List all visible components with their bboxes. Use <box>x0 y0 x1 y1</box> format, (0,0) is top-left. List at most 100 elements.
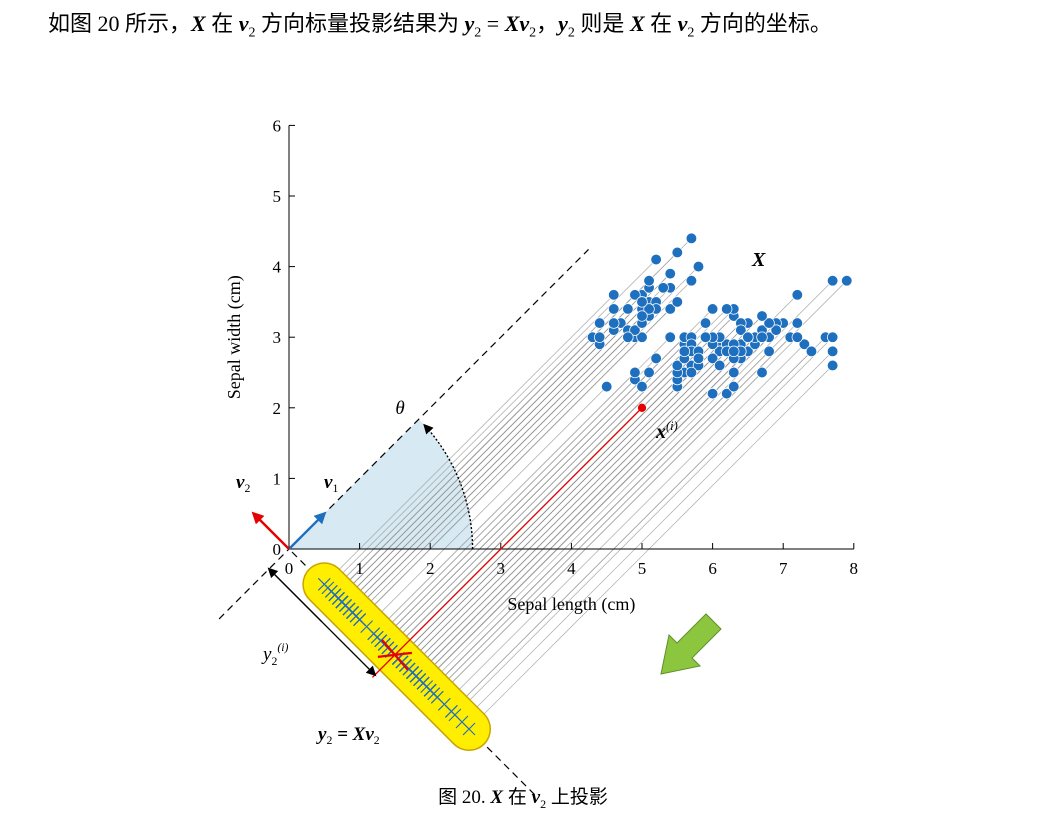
projected-point-mark <box>416 676 430 690</box>
caption-prefix: 图 20. <box>438 787 491 808</box>
data-matrix-label: X <box>751 249 766 271</box>
x-tick-label: 3 <box>497 559 506 578</box>
x-tick-label: 6 <box>708 559 717 578</box>
caption-symbol-v: v <box>531 787 541 808</box>
data-point <box>636 296 648 308</box>
projection-line <box>468 365 833 730</box>
data-point <box>728 345 740 357</box>
intro-subscript: 2 <box>529 25 537 41</box>
y-tick-label: 0 <box>273 540 282 559</box>
v1-label: v1 <box>324 472 338 495</box>
y-tick-label: 4 <box>273 258 282 277</box>
data-point <box>608 317 620 329</box>
x-tick-label: 0 <box>285 559 294 578</box>
theta-label: θ <box>395 398 404 419</box>
intro-text: 方向标量投影结果为 <box>255 11 465 36</box>
axes-layer: 0 1 2 3 4 5 6 7 8 0 1 2 3 4 5 6 Sepal length (cm) Sepal w… <box>224 116 858 615</box>
projection-line <box>415 322 770 677</box>
data-point <box>728 366 740 379</box>
caption-subscript: 2 <box>540 796 547 811</box>
data-point <box>593 317 606 329</box>
data-point <box>763 317 775 329</box>
projection-line <box>373 372 636 634</box>
data-point <box>664 268 676 280</box>
data-point <box>791 317 803 329</box>
data-point <box>657 282 669 294</box>
intro-text: 在 <box>644 11 678 36</box>
data-point <box>791 331 803 343</box>
intro-text: 如图 20 所示， <box>48 11 192 36</box>
data-point <box>636 310 648 322</box>
intro-text: 在 <box>205 11 239 36</box>
data-point <box>756 310 768 322</box>
intro-text: 则是 <box>574 11 630 36</box>
projection-line <box>348 315 643 610</box>
data-point <box>685 366 698 379</box>
data-point <box>608 289 620 301</box>
projection-line <box>422 372 735 684</box>
projection-line <box>454 336 833 716</box>
caption-text: 在 <box>503 787 532 808</box>
x-tick-label: 4 <box>567 559 576 578</box>
theta-arc <box>423 423 474 550</box>
data-point <box>650 253 662 266</box>
data-point <box>728 380 740 393</box>
angle-sector <box>289 419 473 549</box>
projection-line <box>366 386 607 627</box>
intro-symbol-Xv: Xv <box>504 11 530 36</box>
data-point <box>664 331 676 343</box>
data-point <box>629 289 641 301</box>
data-point <box>721 303 733 315</box>
projected-point-mark <box>367 627 381 641</box>
projection-line <box>419 336 763 680</box>
projection-line <box>412 336 749 673</box>
data-point <box>756 331 768 343</box>
x-tick-label: 2 <box>426 559 435 578</box>
y-tick-label: 1 <box>273 469 282 488</box>
data-point <box>678 345 691 357</box>
projection-line <box>433 280 847 694</box>
data-point <box>714 359 726 372</box>
intro-subscript: 2 <box>567 25 575 41</box>
y2-equation-label: y2 = Xv2 <box>316 724 380 747</box>
intro-subscript: 2 <box>248 25 256 41</box>
data-point <box>601 380 613 393</box>
data-point <box>629 324 641 336</box>
data-point <box>770 324 782 336</box>
data-point <box>636 380 648 393</box>
data-point <box>622 331 634 343</box>
x-tick-label: 8 <box>850 559 859 578</box>
scatter-points-layer <box>586 232 853 413</box>
data-point <box>650 352 662 365</box>
data-point <box>706 303 719 315</box>
y-tick-label: 6 <box>273 116 282 135</box>
intro-symbol-X: X <box>629 11 645 36</box>
projection-line <box>401 322 742 663</box>
projection-line <box>461 351 833 723</box>
projected-point-mark <box>448 708 462 722</box>
intro-sentence: 如图 20 所示，X 在 v2 方向标量投影结果为 y2 = Xv2，y2 则是… <box>48 6 832 41</box>
data-point <box>826 359 839 372</box>
projection-line <box>444 344 805 705</box>
data-point <box>643 275 655 287</box>
y2i-label: y2(i) <box>261 641 289 668</box>
data-point <box>593 331 606 343</box>
data-point <box>791 289 803 301</box>
projection-line <box>398 358 699 659</box>
highlight-point-label: x(i) <box>655 419 678 443</box>
intro-symbol-v2: v <box>677 11 688 36</box>
projection-line <box>405 329 742 666</box>
projection-line <box>408 315 763 670</box>
intro-equals: = <box>481 11 505 36</box>
y-tick-label: 5 <box>273 187 282 206</box>
data-point <box>826 275 839 287</box>
projection-line <box>352 336 629 613</box>
green-direction-arrow-icon <box>660 613 722 675</box>
figure-caption: 图 20. X 在 v2 上投影 <box>0 782 1046 812</box>
angle-sector-layer <box>218 249 589 797</box>
v2-label: v2 <box>236 472 250 495</box>
projection-line <box>327 259 657 589</box>
data-point <box>742 331 754 343</box>
intro-text: ， <box>536 11 559 36</box>
